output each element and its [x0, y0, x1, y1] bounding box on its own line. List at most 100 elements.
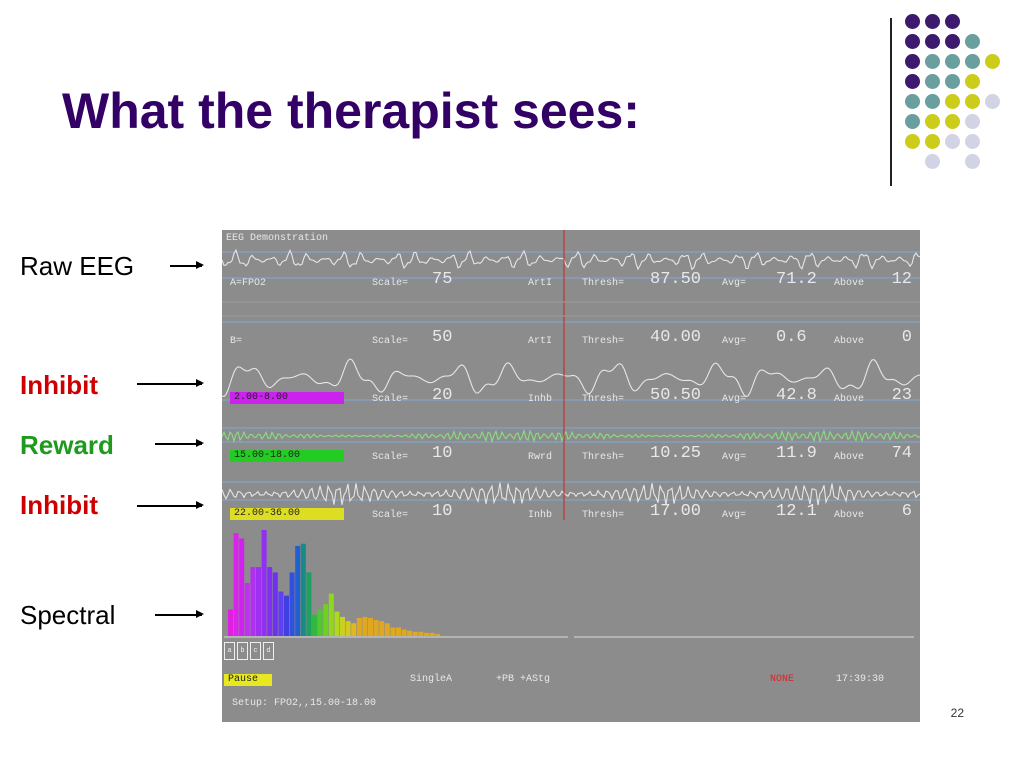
eeg-trace [222, 248, 920, 271]
spectrum-bar [328, 593, 334, 636]
decorative-dot [905, 14, 920, 29]
spectrum-bar [373, 620, 379, 636]
channel-scale-label: Scale= [372, 278, 409, 289]
channel-scale-label: Scale= [372, 510, 409, 521]
channel-avg-value: 0.6 [776, 328, 807, 347]
channel-thresh-value: 40.00 [650, 328, 702, 347]
spectrum-bar [356, 617, 362, 636]
spectrum-bar [244, 583, 250, 636]
decorative-dot [925, 54, 940, 69]
channel-scale-value: 20 [432, 386, 453, 405]
label-spectral: Spectral [20, 600, 116, 630]
spectrum-bar [250, 567, 256, 636]
channel-mode: Rwrd [528, 452, 553, 463]
channel-above-label: Above [834, 278, 865, 289]
decorative-dot [945, 114, 960, 129]
label-inhibit-1: Inhibit [20, 370, 98, 400]
decorative-dot [945, 74, 960, 89]
spectrum-bar [267, 567, 273, 636]
arrow-raw-eeg [170, 262, 204, 268]
channel-thresh-label: Thresh= [582, 278, 625, 289]
key-button-a[interactable]: a [224, 642, 235, 660]
channel-scale-label: Scale= [372, 394, 409, 405]
channel-scale-value: 75 [432, 270, 453, 289]
spectrum-bar [334, 611, 340, 636]
decorative-dot [965, 54, 980, 69]
eeg-trace [222, 428, 920, 444]
spectrum-bar [256, 567, 261, 636]
status-time: 17:39:30 [836, 674, 885, 685]
label-inhibit-2: Inhibit [20, 490, 98, 520]
channel-above-value: 23 [891, 386, 912, 405]
channel-thresh-label: Thresh= [582, 452, 625, 463]
decorative-dot [925, 74, 940, 89]
decorative-dot [905, 34, 920, 49]
arrow-spectral [155, 611, 204, 617]
spectrum-bar [300, 543, 306, 636]
key-button-d[interactable]: d [263, 642, 274, 660]
decorative-dot [985, 54, 1000, 69]
decorative-dot [925, 154, 940, 169]
spectrum-bar [306, 572, 312, 636]
channel-above-label: Above [834, 336, 865, 347]
arrow-inhibit-2 [137, 502, 204, 508]
channel-mode: Inhb [528, 510, 553, 521]
channel-scale-label: Scale= [372, 336, 409, 347]
key-button-b[interactable]: b [237, 642, 248, 660]
spectrum-bar [429, 632, 435, 636]
eeg-screen: EEG Demonstration A=FPO2 Scale= 75 ArtI Thre… [222, 230, 920, 722]
channel-thresh-label: Thresh= [582, 336, 625, 347]
key-button-group: a b c d [224, 642, 274, 660]
decorative-dot [945, 134, 960, 149]
decorative-dot [945, 14, 960, 29]
spectrum-bar [412, 631, 418, 636]
key-button-c[interactable]: c [250, 642, 261, 660]
status-setup: Setup: FPO2,,15.00-18.00 [232, 698, 377, 709]
spectrum-bar [384, 623, 390, 636]
decorative-dot [945, 34, 960, 49]
label-reward: Reward [20, 430, 114, 460]
channel-scale-label: Scale= [372, 452, 409, 463]
channel-avg-value: 12.1 [776, 502, 817, 521]
status-mode: SingleA [410, 674, 453, 685]
spectrum-bar [345, 621, 351, 636]
decorative-dot [925, 34, 940, 49]
channel-mode: Inhb [528, 394, 553, 405]
spectrum-bar [362, 616, 368, 636]
channel-above-label: Above [834, 510, 865, 521]
channel-thresh-value: 10.25 [650, 444, 702, 463]
channel-thresh-value: 50.50 [650, 386, 702, 405]
channel-scale-value: 50 [432, 328, 453, 347]
channel-scale-value: 10 [432, 444, 453, 463]
channel-avg-value: 11.9 [776, 444, 817, 463]
channel-avg-label: Avg= [722, 510, 747, 521]
channel-avg-label: Avg= [722, 452, 747, 463]
spectrum-bar [396, 627, 401, 636]
channel-above-label: Above [834, 452, 865, 463]
channel-above-label: Above [834, 394, 865, 405]
spectrum-bar [312, 614, 317, 636]
label-raw-eeg: Raw EEG [20, 251, 135, 281]
channel-above-value: 6 [901, 502, 912, 521]
band-tag-inhibit-high: 22.00-36.00 [230, 508, 344, 520]
channel-band-label: B= [230, 336, 243, 347]
spectrum-bar [239, 538, 245, 636]
channel-avg-value: 71.2 [776, 270, 817, 289]
channel-scale-value: 10 [432, 502, 453, 521]
arrow-reward [155, 440, 204, 446]
channel-thresh-label: Thresh= [582, 394, 625, 405]
spectrum-bar [390, 627, 396, 636]
decorative-dot [925, 94, 940, 109]
spectrum-bar [435, 633, 441, 636]
spectrum-bar [379, 621, 385, 636]
spectrum-bar [323, 604, 329, 636]
pause-button[interactable]: Pause [224, 674, 272, 686]
channel-avg-label: Avg= [722, 394, 747, 405]
decorative-dot [965, 114, 980, 129]
decorative-dot [905, 114, 920, 129]
band-tag-reward: 15.00-18.00 [230, 450, 344, 462]
window-title: EEG Demonstration [226, 233, 329, 244]
spectrum-bar [407, 630, 413, 636]
spectrum-bar [284, 595, 289, 636]
spectrum-bar [351, 623, 357, 636]
